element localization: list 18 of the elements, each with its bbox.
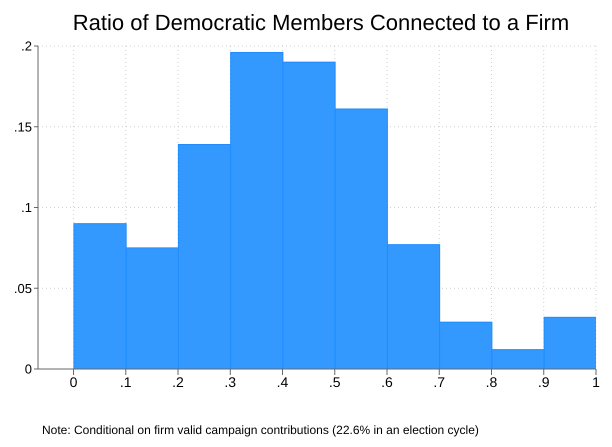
x-tick-label: .7 [433, 374, 446, 390]
x-tick-label: 1 [592, 374, 600, 390]
y-tick-label: .2 [21, 38, 32, 54]
x-tick-label: .3 [224, 374, 236, 390]
y-tick-label: .15 [14, 119, 32, 134]
x-tick-label: .1 [120, 374, 132, 390]
y-tick-label: .1 [21, 200, 32, 216]
x-tick-label: .8 [486, 374, 498, 390]
x-tick-label: .4 [276, 374, 289, 390]
text: Note: Conditional on firm valid campaign contributions (22.6% in an election cycle) [42, 423, 479, 437]
chart-title: Ratio of Democratic Members Connected to a Firm [72, 10, 570, 36]
y-tick-label: .05 [14, 280, 32, 296]
x-tick-label: .2 [172, 374, 184, 390]
x-tick-label: .6 [381, 374, 394, 390]
y-tick-label: 0 [24, 362, 32, 377]
x-tick-label: 0 [70, 374, 78, 390]
x-tick-label: .5 [328, 374, 341, 390]
x-tick-label: .9 [538, 374, 550, 390]
